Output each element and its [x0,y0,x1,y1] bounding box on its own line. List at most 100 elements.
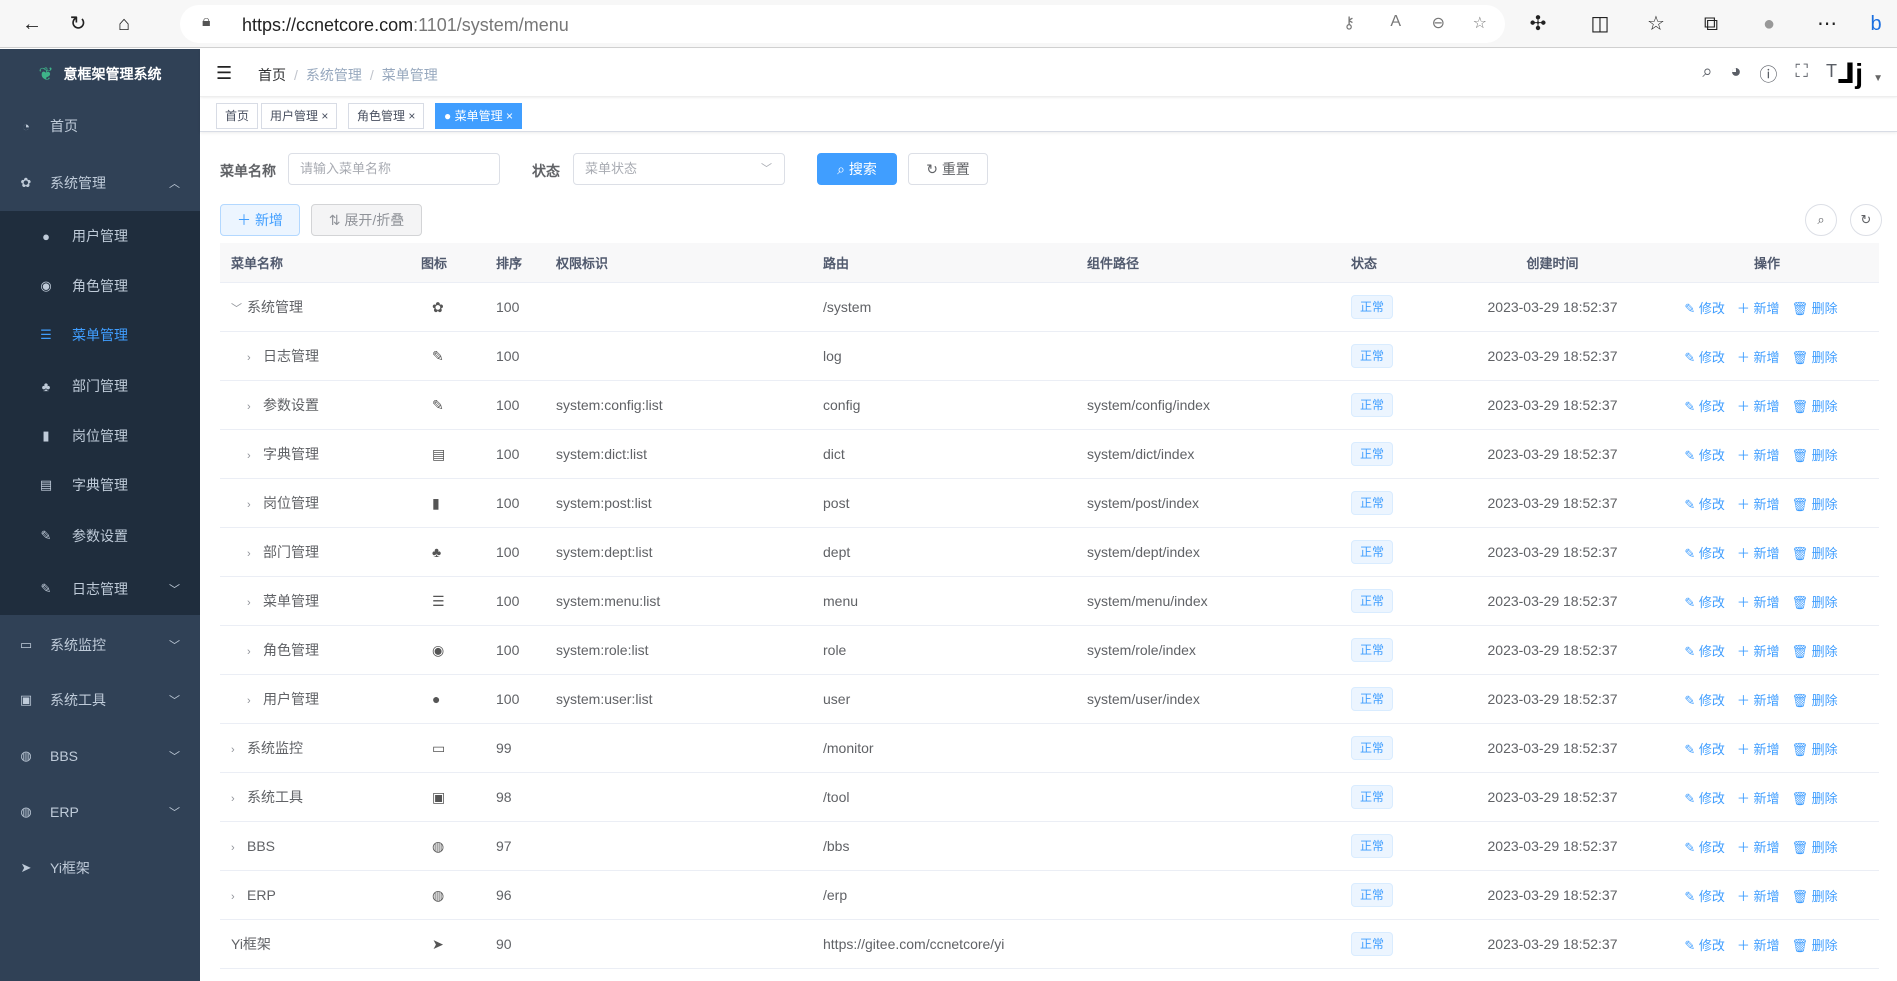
toggle-search-button[interactable]: ⌕ [1805,204,1837,236]
delete-button[interactable]: 🗑︎ 删除 [1791,839,1838,855]
add-child-button[interactable]: ＋ 新增 [1736,398,1780,414]
close-icon[interactable]: × [321,109,329,123]
tag-home[interactable]: 首页 [216,103,259,129]
favorite-add-icon[interactable]: ☆ [1472,15,1487,32]
add-child-button[interactable]: ＋ 新增 [1736,545,1780,561]
edit-button[interactable]: ✎ 修改 [1684,398,1725,414]
expand-collapse-button[interactable]: ⇅ 展开/折叠 [311,204,422,236]
delete-button[interactable]: 🗑︎ 删除 [1791,300,1838,316]
delete-button[interactable]: 🗑︎ 删除 [1791,741,1838,757]
sidebar-item[interactable]: ◉ 角色管理 [0,261,200,311]
menu-name-input[interactable]: 请输入菜单名称 [288,153,500,185]
reset-button[interactable]: ↻ 重置 [908,153,988,185]
add-child-button[interactable]: ＋ 新增 [1736,741,1780,757]
delete-button[interactable]: 🗑︎ 删除 [1791,888,1838,904]
chevron-right-icon[interactable]: › [247,499,251,511]
sidebar-item[interactable]: ➤ Yi框架 [0,843,200,893]
sidebar-item[interactable]: ▤ 字典管理 [0,460,200,510]
edit-button[interactable]: ✎ 修改 [1684,447,1725,463]
sidebar-item[interactable]: ▣ 系统工具 ﹀ [0,675,200,725]
avatar[interactable]: ᒧj [1837,58,1863,89]
profile-icon[interactable]: ● [1762,13,1776,35]
delete-button[interactable]: 🗑︎ 删除 [1791,937,1838,953]
zoom-out-icon[interactable]: ⊖ [1431,15,1445,32]
delete-button[interactable]: 🗑︎ 删除 [1791,398,1838,414]
add-button[interactable]: ＋ 新增 [220,204,300,236]
home-icon[interactable]: ⌂ [117,13,131,35]
tag-menu[interactable]: ● 菜单管理 × [435,103,522,129]
add-child-button[interactable]: ＋ 新增 [1736,594,1780,610]
search-button[interactable]: ⌕ 搜索 [817,153,897,185]
refresh-table-button[interactable]: ↻ [1850,204,1882,236]
bing-icon[interactable]: b [1870,13,1882,35]
close-icon[interactable]: × [408,109,416,123]
chevron-right-icon[interactable]: › [247,695,251,707]
chevron-right-icon[interactable]: › [231,793,235,805]
chevron-right-icon[interactable]: › [247,597,251,609]
split-screen-icon[interactable]: ◫ [1590,13,1610,35]
add-child-button[interactable]: ＋ 新增 [1736,447,1780,463]
chevron-right-icon[interactable]: › [247,401,251,413]
collections-icon[interactable]: ⧉ [1703,13,1719,35]
sidebar-item[interactable]: ☰ 菜单管理 [0,310,200,360]
sidebar-item[interactable]: ● 用户管理 [0,211,200,261]
sidebar-item[interactable]: ♣ 部门管理 [0,361,200,411]
delete-button[interactable]: 🗑︎ 删除 [1791,447,1838,463]
add-child-button[interactable]: ＋ 新增 [1736,888,1780,904]
add-child-button[interactable]: ＋ 新增 [1736,349,1780,365]
chevron-right-icon[interactable]: › [231,744,235,756]
sidebar-item[interactable]: ◍ BBS ﹀ [0,731,200,781]
add-child-button[interactable]: ＋ 新增 [1736,496,1780,512]
edit-button[interactable]: ✎ 修改 [1684,692,1725,708]
sidebar-item[interactable]: ▮ 岗位管理 [0,411,200,461]
delete-button[interactable]: 🗑︎ 删除 [1791,349,1838,365]
read-aloud-icon[interactable]: A [1390,13,1401,30]
favorites-icon[interactable]: ☆ [1647,13,1665,35]
help-icon[interactable]: ⓘ [1759,65,1778,85]
github-icon[interactable]: ◕ [1730,61,1742,81]
chevron-right-icon[interactable]: › [247,352,251,364]
chevron-down-icon[interactable]: ﹀ [231,303,242,315]
sidebar-item[interactable]: ✿ 系统管理 ︿ [0,158,200,208]
edit-button[interactable]: ✎ 修改 [1684,349,1725,365]
edit-button[interactable]: ✎ 修改 [1684,888,1725,904]
key-icon[interactable]: ⚷ [1343,15,1355,32]
edit-button[interactable]: ✎ 修改 [1684,937,1725,953]
edit-button[interactable]: ✎ 修改 [1684,643,1725,659]
edit-button[interactable]: ✎ 修改 [1684,300,1725,316]
add-child-button[interactable]: ＋ 新增 [1736,300,1780,316]
edit-button[interactable]: ✎ 修改 [1684,790,1725,806]
delete-button[interactable]: 🗑︎ 删除 [1791,545,1838,561]
edit-button[interactable]: ✎ 修改 [1684,741,1725,757]
search-icon[interactable]: ⌕ [1702,61,1713,81]
tag-user[interactable]: 用户管理 × [261,103,338,129]
chevron-right-icon[interactable]: › [231,842,235,854]
delete-button[interactable]: 🗑︎ 删除 [1791,594,1838,610]
add-child-button[interactable]: ＋ 新增 [1736,643,1780,659]
edit-button[interactable]: ✎ 修改 [1684,594,1725,610]
fullscreen-icon[interactable]: ⛶ [1795,61,1808,81]
edit-button[interactable]: ✎ 修改 [1684,496,1725,512]
edit-button[interactable]: ✎ 修改 [1684,839,1725,855]
chevron-right-icon[interactable]: › [247,646,251,658]
chevron-right-icon[interactable]: › [231,891,235,903]
add-child-button[interactable]: ＋ 新增 [1736,790,1780,806]
address-bar[interactable]: 🔒︎ https://ccnetcore.com:1101/system/men… [180,5,1505,43]
delete-button[interactable]: 🗑︎ 删除 [1791,692,1838,708]
back-icon[interactable]: ← [22,13,42,35]
chevron-right-icon[interactable]: › [247,548,251,560]
edit-button[interactable]: ✎ 修改 [1684,545,1725,561]
delete-button[interactable]: 🗑︎ 删除 [1791,790,1838,806]
caret-down-icon[interactable]: ▼ [1873,73,1883,84]
sidebar-item[interactable]: ▭ 系统监控 ﹀ [0,620,200,670]
sidebar-item[interactable]: ✎ 日志管理 ﹀ [0,564,200,614]
sidebar-item[interactable]: ◍ ERP ﹀ [0,787,200,837]
hamburger-icon[interactable]: ☰ [216,63,233,83]
chevron-right-icon[interactable]: › [247,450,251,462]
delete-button[interactable]: 🗑︎ 删除 [1791,643,1838,659]
status-select[interactable]: 菜单状态 ﹀ [573,153,785,185]
add-child-button[interactable]: ＋ 新增 [1736,937,1780,953]
font-size-icon[interactable]: T [1826,61,1837,81]
add-child-button[interactable]: ＋ 新增 [1736,692,1780,708]
delete-button[interactable]: 🗑︎ 删除 [1791,496,1838,512]
